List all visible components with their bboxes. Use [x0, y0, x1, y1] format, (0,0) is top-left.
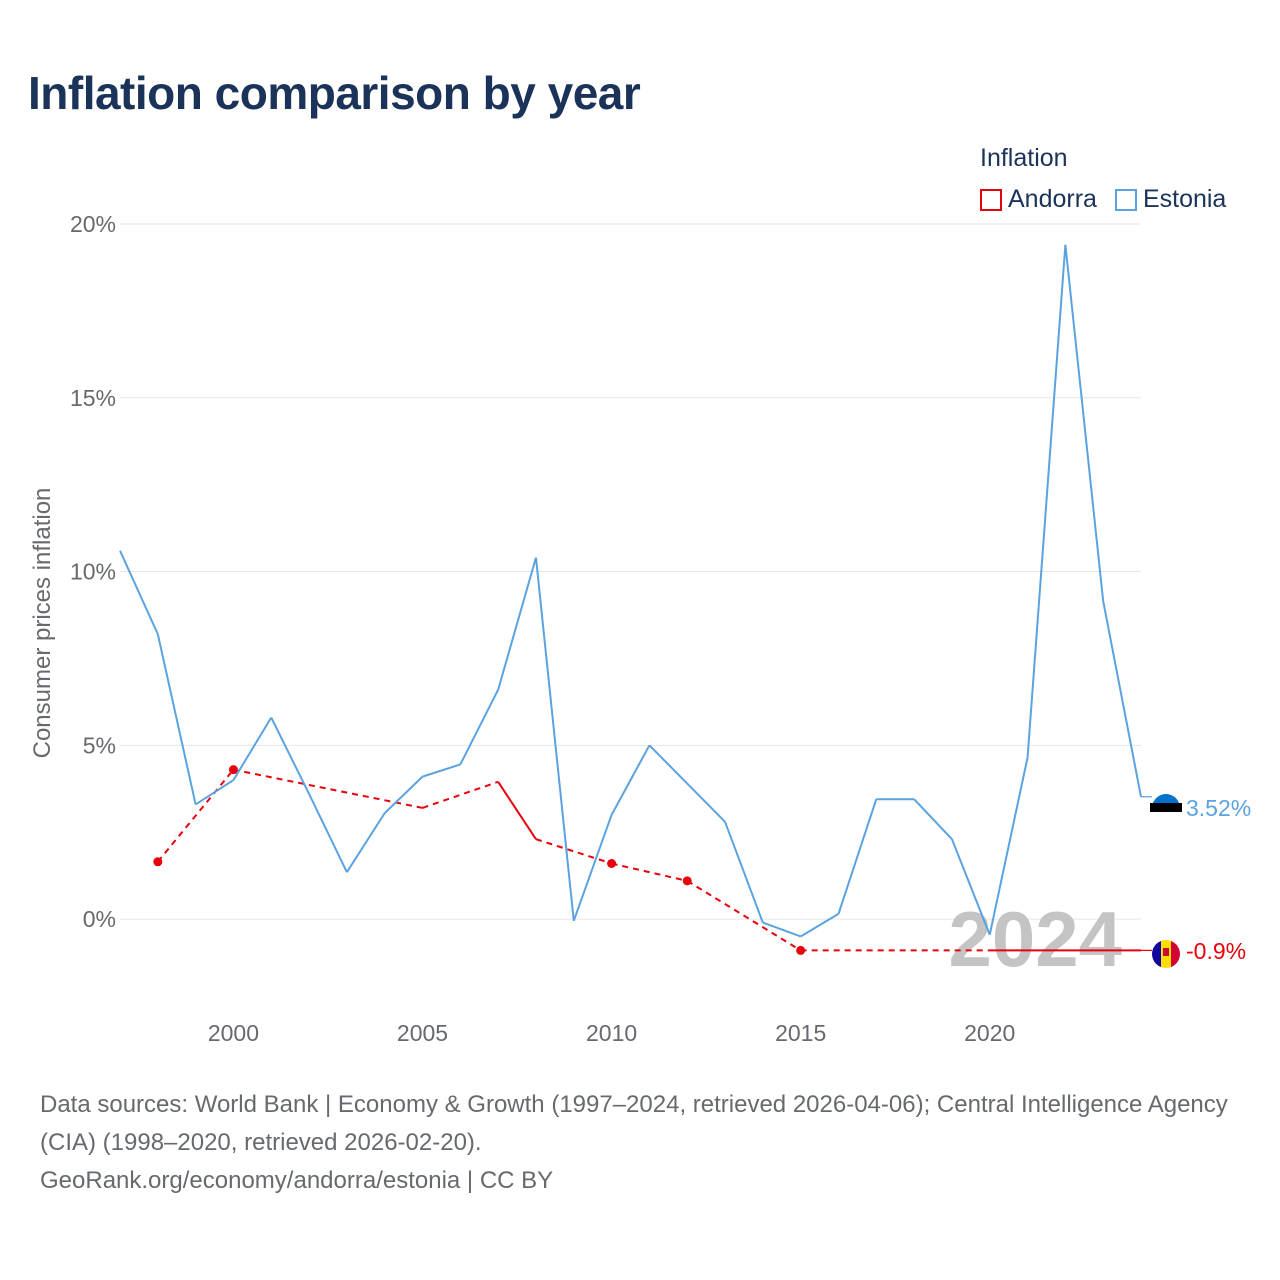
estonia-segment [648, 744, 688, 785]
data-sources: Data sources: World Bank | Economy & Gro… [40, 1091, 1228, 1156]
andorra-point [228, 765, 238, 775]
estonia-segment [837, 798, 878, 915]
andorra-segment [422, 780, 499, 809]
footer: Data sources: World Bank | Economy & Gro… [40, 1086, 1240, 1200]
y-axis-label: Consumer prices inflation [29, 488, 56, 759]
year-watermark: 2024 [948, 895, 1122, 983]
estonia-segment [346, 812, 386, 873]
x-tick-label: 2010 [586, 1020, 637, 1046]
estonia-segment [762, 921, 802, 938]
legend: Inflation Andorra Estonia [980, 144, 1226, 214]
estonia-segment [1064, 244, 1105, 602]
andorra-segment [535, 838, 612, 865]
estonia-segment [422, 763, 461, 778]
legend-swatch-estonia [1114, 188, 1137, 211]
andorra-point [607, 859, 617, 869]
estonia-segment [724, 821, 764, 923]
estonia-end-label: 3.52% [1186, 795, 1251, 821]
end-markers: 3.52% -0.9% [1150, 794, 1251, 968]
estonia-segment [119, 550, 159, 635]
y-tick-label: 0% [83, 906, 116, 932]
legend-label-estonia: Estonia [1142, 185, 1227, 213]
estonia-segment [534, 557, 575, 921]
x-tick-label: 2015 [775, 1020, 826, 1046]
andorra-segment [497, 781, 537, 840]
y-axis-ticks: 0% 5% 10% 15% 20% [70, 211, 116, 932]
estonia-segment [1026, 244, 1067, 758]
estonia-segment [232, 717, 273, 781]
chart-title: Inflation comparison by year [28, 67, 641, 119]
series-layer [119, 244, 1152, 955]
y-tick-label: 20% [70, 211, 116, 237]
andorra-point [796, 945, 806, 955]
estonia-segment [800, 913, 839, 938]
estonia-segment [308, 793, 348, 873]
x-tick-label: 2000 [208, 1020, 259, 1046]
legend-label-andorra: Andorra [1008, 185, 1097, 213]
legend-swatch-andorra [980, 188, 1002, 211]
estonia-flag-icon [1150, 794, 1182, 824]
estonia-segment [610, 744, 651, 816]
credit-link[interactable]: GeoRank.org/economy/andorra/estonia | CC… [40, 1167, 554, 1194]
estonia-segment [384, 775, 424, 814]
estonia-segment [270, 717, 310, 795]
andorra-point [153, 857, 163, 867]
x-tick-label: 2005 [397, 1020, 448, 1046]
andorra-segment [157, 769, 235, 863]
estonia-segment [1102, 600, 1142, 797]
estonia-segment [156, 633, 197, 805]
estonia-segment [572, 814, 613, 922]
estonia-segment [459, 689, 500, 765]
andorra-end-label: -0.9% [1186, 938, 1246, 964]
grid-lines [120, 223, 1141, 920]
estonia-segment [988, 757, 1029, 935]
andorra-segment [686, 880, 802, 952]
series-andorra [153, 765, 1152, 955]
x-tick-label: 2020 [964, 1020, 1015, 1046]
andorra-flag-icon [1152, 940, 1180, 968]
y-tick-label: 10% [70, 559, 116, 585]
estonia-segment [950, 838, 991, 936]
estonia-segment [686, 782, 726, 823]
estonia-segment [195, 779, 234, 806]
estonia-segment [497, 557, 537, 690]
x-axis-ticks: 2000 2005 2010 2015 2020 [208, 1020, 1015, 1046]
andorra-segment [611, 862, 688, 882]
y-tick-label: 15% [70, 385, 116, 411]
series-estonia [119, 244, 1152, 938]
andorra-point [682, 876, 692, 886]
andorra-segment [233, 768, 423, 809]
estonia-segment [913, 798, 953, 840]
line-chart: 0% 5% 10% 15% 20% 2000 2005 2010 2015 2020 Consu… [29, 211, 1251, 1046]
legend-title: Inflation [980, 144, 1068, 172]
legend-item-andorra[interactable]: Andorra [980, 185, 1097, 214]
y-tick-label: 5% [83, 732, 116, 758]
legend-item-estonia[interactable]: Estonia [1114, 185, 1227, 214]
